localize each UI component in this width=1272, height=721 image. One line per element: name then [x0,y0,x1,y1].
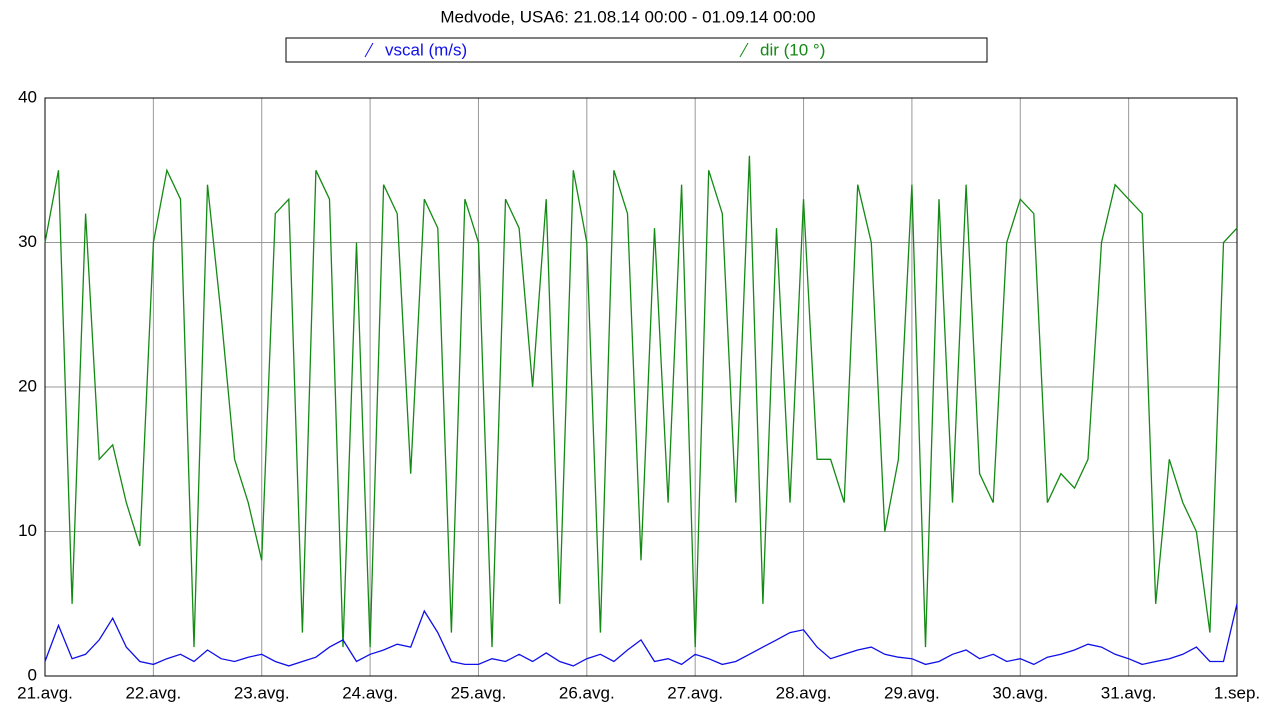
x-tick-label: 23.avg. [234,683,290,702]
x-tick-label: 25.avg. [451,683,507,702]
legend-label: vscal (m/s) [385,40,467,59]
x-tick-label: 28.avg. [776,683,832,702]
y-tick-label: 20 [18,376,37,395]
x-tick-label: 30.avg. [992,683,1048,702]
y-tick-label: 10 [18,521,37,540]
x-tick-label: 24.avg. [342,683,398,702]
x-tick-label: 31.avg. [1101,683,1157,702]
y-tick-label: 0 [28,665,37,684]
x-tick-label: 22.avg. [125,683,181,702]
legend-icon [364,42,374,58]
y-tick-label: 30 [18,232,37,251]
legend-box [285,37,988,63]
legend-label: dir (10 °) [760,40,825,59]
legend-icon [739,42,749,58]
x-tick-label: 1.sep. [1214,683,1260,702]
x-tick-label: 26.avg. [559,683,615,702]
x-tick-label: 21.avg. [17,683,73,702]
chart-title: Medvode, USA6: 21.08.14 00:00 - 01.09.14… [440,7,815,26]
x-tick-label: 29.avg. [884,683,940,702]
plot-frame [44,97,1238,677]
y-tick-label: 40 [18,87,37,106]
x-tick-label: 27.avg. [667,683,723,702]
series-line [44,603,1238,667]
series-line [44,155,1238,648]
